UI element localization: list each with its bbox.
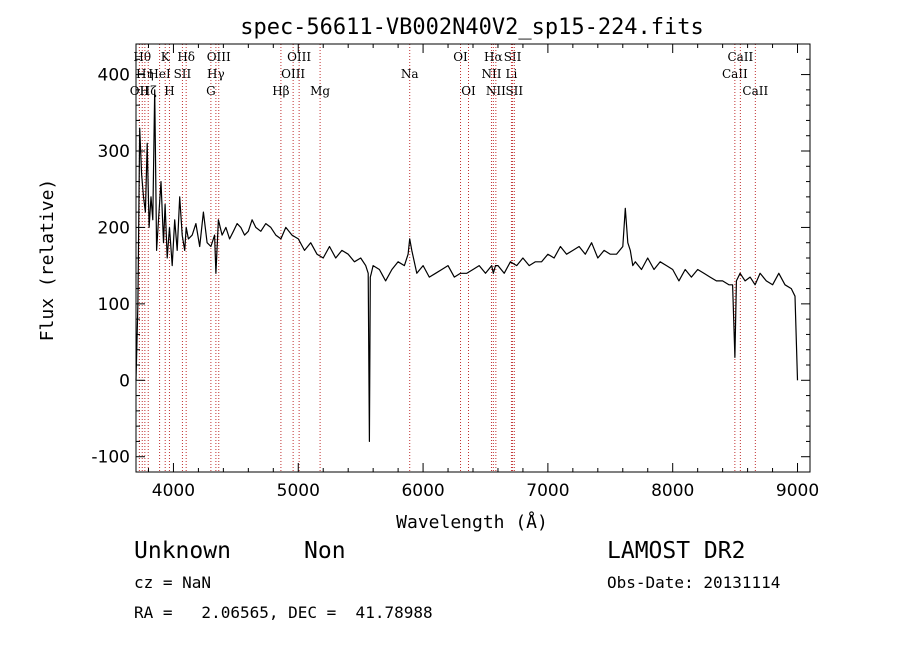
- spectral-line-label: Hβ: [272, 84, 289, 98]
- spectral-line-label: HeI: [148, 67, 171, 81]
- spectral-line-label: H: [164, 84, 174, 98]
- x-axis-label: Wavelength (Å): [396, 511, 548, 533]
- spectral-line-label: NII: [486, 84, 506, 98]
- spectral-line-label: SII: [505, 84, 523, 98]
- spectral-line-label: SII: [504, 50, 522, 64]
- redshift-cz: cz = NaN: [134, 573, 212, 592]
- y-tick-label: 0: [119, 371, 130, 391]
- spectral-line-label: CaII: [722, 67, 748, 81]
- spectrum-series: [135, 89, 799, 442]
- spectral-line-label: OIII: [287, 50, 311, 64]
- y-tick-label: -100: [91, 448, 130, 468]
- spectral-line-label: Hδ: [177, 50, 195, 64]
- x-tick-label: 5000: [277, 481, 320, 501]
- x-axis-ticks: 4000 5000 6000 7000 8000 9000: [147, 44, 819, 501]
- spectral-line-markers: OIIHθHηHζHeIKHSIIHδGHγOIIIHβOIIIOIIIMgNa…: [130, 44, 768, 472]
- spectral-line-label: Li: [506, 67, 518, 81]
- spectral-line-label: Hα: [484, 50, 503, 64]
- spectral-line-label: SII: [174, 67, 192, 81]
- object-class: Unknown: [134, 538, 231, 564]
- spectral-line-label: CaII: [742, 84, 768, 98]
- y-tick-label: 100: [98, 295, 130, 315]
- x-tick-label: 4000: [152, 481, 195, 501]
- y-axis-ticks: -100 0 100 200 300 400: [91, 58, 810, 468]
- x-tick-label: 7000: [526, 481, 569, 501]
- spectral-line-label: OI: [453, 50, 468, 64]
- y-tick-label: 300: [98, 142, 130, 162]
- survey-name: LAMOST DR2: [607, 538, 746, 564]
- spectrum-line: [135, 89, 799, 442]
- x-tick-label: 6000: [401, 481, 444, 501]
- spectral-line-label: OIII: [281, 67, 305, 81]
- spectral-line-label: Mg: [310, 84, 330, 98]
- spectral-line-label: OIII: [207, 50, 231, 64]
- spectral-line-label: G: [206, 84, 216, 98]
- spectral-line-label: NII: [481, 67, 501, 81]
- y-tick-label: 200: [98, 218, 130, 238]
- y-axis-label: Flux (relative): [37, 179, 58, 342]
- spectral-line-label: Hζ: [140, 84, 157, 98]
- object-subclass: Non: [304, 538, 346, 564]
- spectral-line-label: OII: [130, 84, 150, 98]
- spectral-line-label: OI: [461, 84, 476, 98]
- spectral-line-label: CaII: [727, 50, 753, 64]
- coordinates: RA = 2.06565, DEC = 41.78988: [134, 603, 433, 622]
- spectral-line-label: Hγ: [207, 67, 225, 81]
- observation-date: Obs-Date: 20131114: [607, 573, 781, 592]
- chart-title: spec-56611-VB002N40V2_sp15-224.fits: [240, 15, 704, 40]
- spectral-line-label: Na: [401, 67, 419, 81]
- spectral-line-label: K: [161, 50, 171, 64]
- spectral-line-label: Hθ: [133, 50, 151, 64]
- plot-frame: [135, 43, 811, 473]
- y-tick-label: 400: [98, 66, 130, 86]
- x-tick-label: 9000: [776, 481, 819, 501]
- x-tick-label: 8000: [651, 481, 694, 501]
- spectral-line-label: Hη: [136, 67, 154, 81]
